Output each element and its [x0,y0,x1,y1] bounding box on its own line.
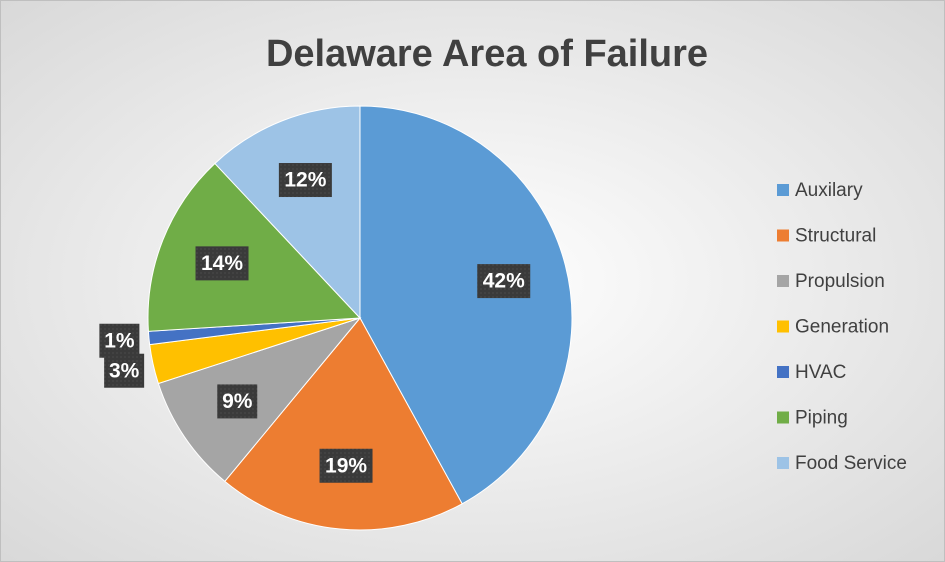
legend-swatch [777,411,789,424]
data-label-box [319,448,373,483]
legend-label: Structural [795,226,876,247]
legend-label: Auxilary [795,180,863,201]
pie-slice [214,105,361,320]
data-label-box [195,246,249,281]
data-label: 14% [201,252,243,275]
legend-label: Piping [795,408,848,429]
data-label: 3% [109,359,140,382]
pie-slice [147,162,362,332]
legend-label: HVAC [795,362,846,383]
legend-swatch [777,457,789,469]
data-label: 9% [222,390,253,413]
legend-swatch [777,320,789,333]
data-label: 12% [284,169,326,192]
legend-swatch [777,229,789,242]
chart-title: Delaware Area of Failure [266,33,708,75]
legend-label: Propulsion [795,271,885,292]
legend-swatch [777,184,789,196]
legend-swatch [777,275,789,287]
data-label-box [278,163,332,198]
data-label: 1% [104,329,135,352]
pie-slice [157,316,362,483]
data-label-box [104,353,145,388]
data-label-box [99,323,140,358]
data-label: 42% [483,270,525,293]
data-label: 19% [325,454,367,477]
pie-slice [359,105,573,505]
legend-swatch [777,366,789,378]
legend-label: Food Service [795,453,907,474]
pie-slice [224,317,463,531]
data-label-box [217,384,258,419]
legend-label: Generation [795,317,889,338]
data-label-box [477,264,531,299]
